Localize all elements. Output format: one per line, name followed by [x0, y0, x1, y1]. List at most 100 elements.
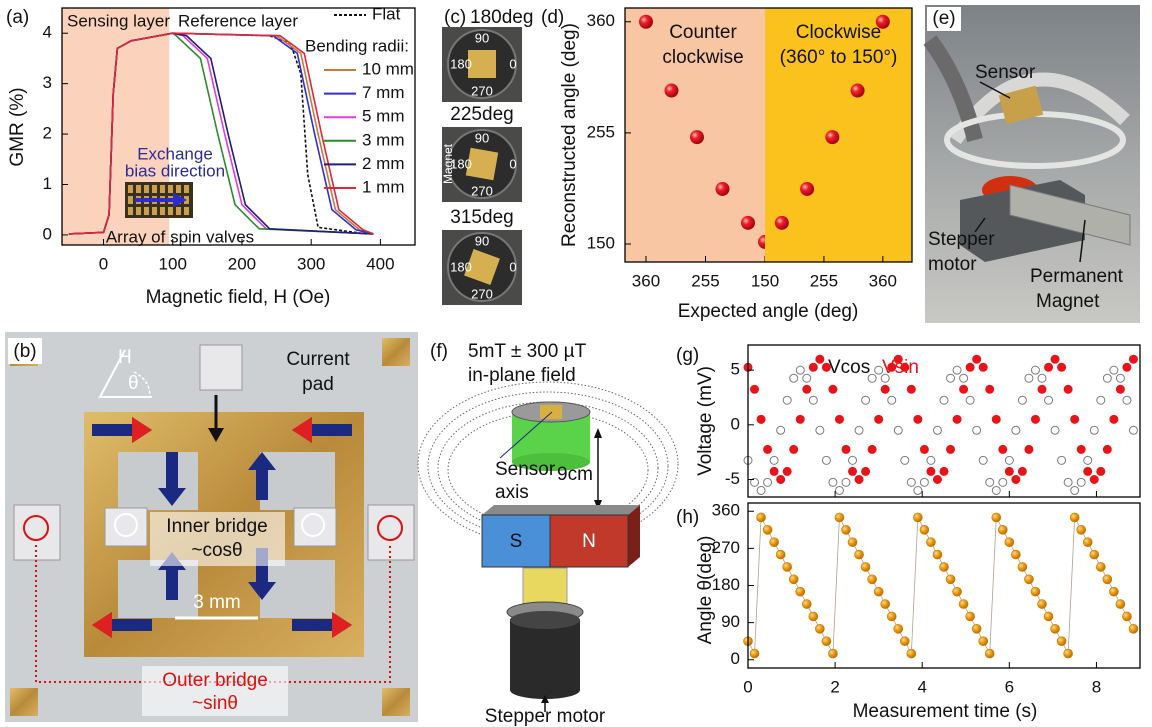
point: [914, 415, 922, 423]
point: [1116, 600, 1125, 609]
point: [907, 478, 915, 486]
panel-label: (h): [676, 507, 699, 528]
point: [972, 624, 981, 633]
segment-label: Clockwise: [796, 22, 882, 43]
point: [770, 467, 778, 475]
point: [875, 415, 883, 423]
point: [1024, 575, 1033, 584]
motor: [510, 620, 580, 690]
annotation: bias direction: [125, 161, 225, 180]
point: [960, 385, 968, 393]
point: [1070, 513, 1079, 522]
annotation: Sensor: [495, 459, 556, 480]
dial-label: 90: [475, 130, 489, 145]
point: [1018, 396, 1026, 404]
spin-valve: [168, 185, 173, 193]
point: [985, 649, 994, 658]
annotation: Magnet: [1036, 291, 1100, 312]
panel-label: (f): [430, 341, 448, 362]
spin-valve: [128, 185, 133, 193]
x-tick-label: 6: [1005, 677, 1014, 696]
point: [1018, 467, 1026, 475]
angle-symbol: θ: [128, 373, 139, 394]
window: [260, 560, 335, 618]
point: [966, 363, 974, 371]
point: [829, 385, 837, 393]
point: [815, 624, 824, 633]
legend-label: 10 mm: [362, 59, 414, 78]
point: [809, 363, 817, 371]
spin-valve: [144, 185, 149, 193]
point: [862, 467, 870, 475]
annotation: Current: [286, 349, 350, 370]
point: [842, 478, 850, 486]
point: [775, 216, 789, 230]
point: [894, 624, 903, 633]
sensor-chip: [468, 50, 496, 78]
point: [1129, 624, 1138, 633]
point: [940, 467, 948, 475]
point: [933, 476, 941, 484]
motor-top: [510, 611, 580, 629]
y-tick-label: 360: [712, 501, 740, 520]
point: [947, 445, 955, 453]
point: [1103, 374, 1111, 382]
y-tick-label: 5: [731, 360, 740, 379]
x-axis-label: Expected angle (deg): [678, 301, 859, 322]
spin-valve: [136, 207, 141, 215]
point: [842, 445, 850, 453]
point: [947, 374, 955, 382]
point: [888, 396, 896, 404]
point: [849, 456, 857, 464]
x-tick-label: 2: [830, 677, 839, 696]
point: [907, 649, 916, 658]
point: [881, 385, 889, 393]
panel-label: (e): [932, 8, 955, 29]
point: [1031, 366, 1039, 374]
point: [979, 456, 987, 464]
point: [1044, 612, 1053, 621]
y-tick-label: 1: [43, 174, 52, 193]
point: [835, 486, 843, 494]
point: [979, 363, 987, 371]
point: [1103, 575, 1112, 584]
y-axis-label: Reconstructed angle (deg): [559, 23, 580, 247]
point: [1110, 366, 1118, 374]
point: [927, 467, 935, 475]
point: [1051, 624, 1060, 633]
diagram-f: (f) 5mT ± 300 µT in-plane field Sensor a…: [418, 341, 678, 727]
point: [1038, 600, 1047, 609]
point: [999, 478, 1007, 486]
point: [855, 426, 863, 434]
y-axis-label: Voltage (mV): [695, 366, 716, 476]
point: [973, 355, 981, 363]
legend-label: 2 mm: [362, 154, 405, 173]
page: (b) H θ Current pad Inner bridge ~cosθ 3…: [0, 0, 1152, 727]
point: [1090, 426, 1098, 434]
point: [1045, 363, 1053, 371]
annotation: in-plane field: [468, 365, 576, 386]
current-pad: [200, 345, 242, 390]
point: [757, 486, 765, 494]
point: [862, 396, 870, 404]
point: [946, 575, 955, 584]
spin-valve: [176, 207, 181, 215]
point: [1038, 374, 1046, 382]
x-tick-label: 300: [297, 254, 325, 273]
dial-label: 90: [475, 233, 489, 248]
panel-label: (a): [6, 7, 29, 28]
point: [920, 478, 928, 486]
legend-label: Flat: [372, 4, 401, 23]
x-tick-label: 255: [810, 271, 838, 290]
point: [1058, 456, 1066, 464]
photo-title: 315deg: [450, 207, 513, 228]
y-tick-label: 90: [721, 612, 740, 631]
point: [1077, 478, 1085, 486]
y-tick-label: 3: [43, 73, 52, 92]
point: [940, 396, 948, 404]
point: [828, 649, 837, 658]
dial-label: 0: [509, 156, 516, 171]
scale-label: 3 mm: [193, 592, 241, 613]
point: [751, 385, 759, 393]
annotation: 5mT ± 300 µT: [468, 341, 587, 362]
